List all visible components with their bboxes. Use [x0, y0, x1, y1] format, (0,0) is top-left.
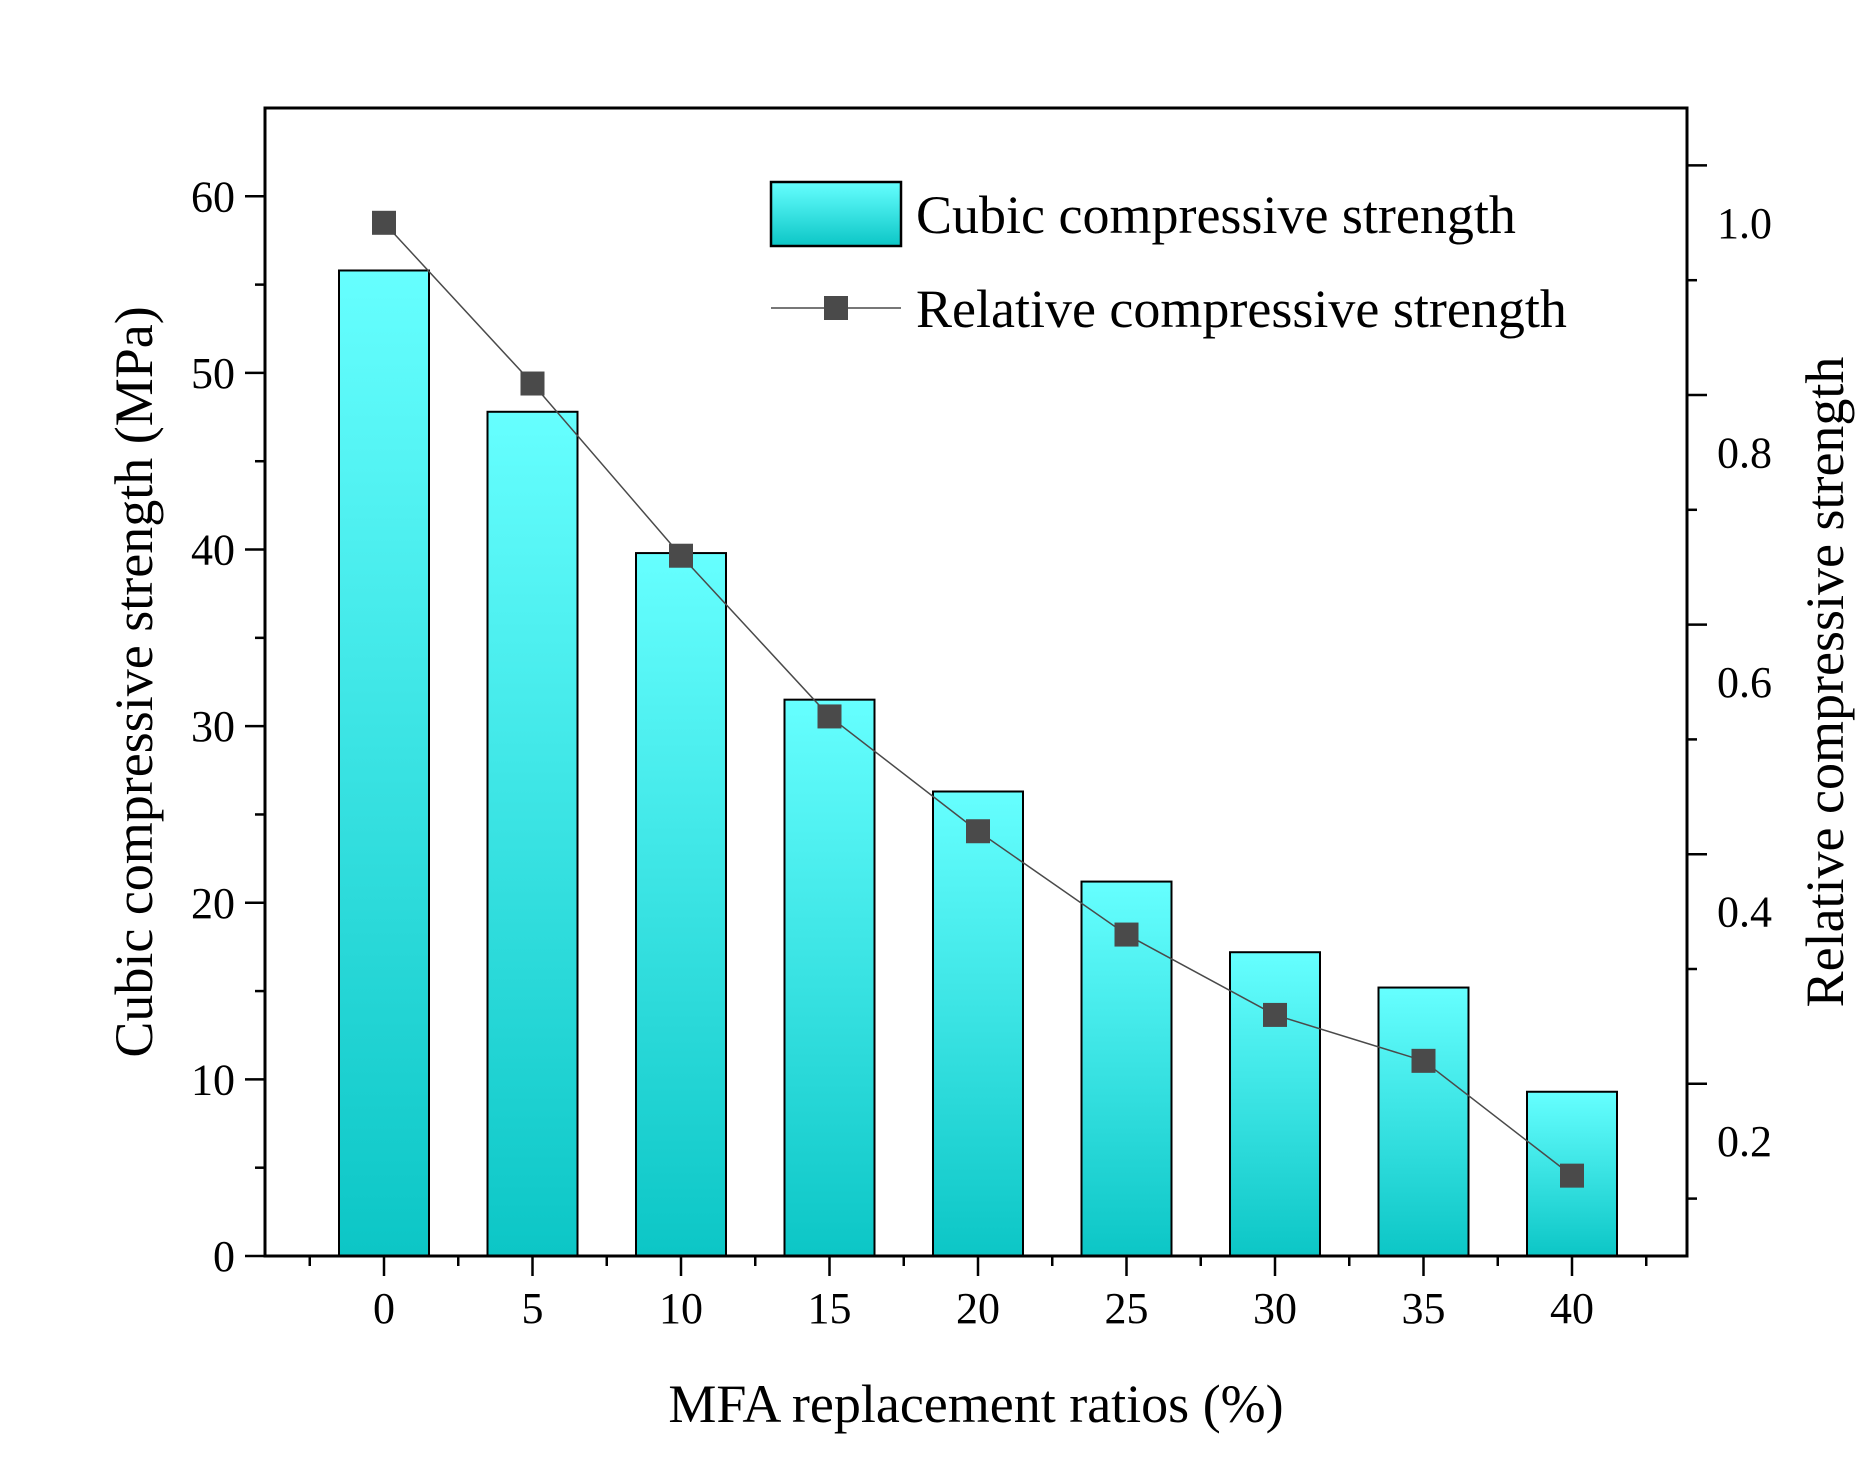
x-axis-title: MFA replacement ratios (%)	[668, 1374, 1283, 1434]
marker-0	[372, 210, 396, 235]
y-tick-label: 0	[213, 1232, 235, 1281]
y-tick-label: 50	[191, 349, 235, 398]
x-tick-label: 40	[1550, 1284, 1594, 1333]
marker-30	[1263, 1002, 1287, 1027]
y2-tick-label: 0.8	[1717, 428, 1772, 477]
y-axis-title: Cubic compressive strength (MPa)	[104, 306, 164, 1057]
y2-tick-label: 1.0	[1717, 199, 1772, 248]
marker-5	[520, 371, 545, 396]
marker-25	[1114, 922, 1139, 947]
x-tick-label: 25	[1105, 1284, 1149, 1333]
y2-tick-label: 0.6	[1717, 658, 1772, 707]
y-tick-label: 30	[191, 702, 235, 751]
x-tick-label: 5	[522, 1284, 544, 1333]
y2-tick-label: 0.4	[1717, 888, 1772, 937]
legend-bar-label: Cubic compressive strength	[916, 185, 1516, 245]
marker-15	[817, 704, 842, 729]
legend: Cubic compressive strength Relative comp…	[769, 180, 1567, 339]
x-tick-label: 10	[659, 1284, 703, 1333]
bar-30	[1229, 951, 1321, 1258]
y2-tick-label: 0.2	[1717, 1117, 1772, 1166]
x-tick-label: 20	[956, 1284, 1000, 1333]
x-tick-label: 30	[1253, 1284, 1297, 1333]
marker-10	[669, 543, 693, 568]
bar-15	[783, 698, 876, 1257]
y-tick-label: 10	[191, 1055, 235, 1104]
legend-line-label: Relative compressive strength	[916, 279, 1567, 339]
y-tick-label: 20	[191, 879, 235, 928]
bar-5	[486, 410, 579, 1258]
x-tick-label: 15	[808, 1284, 852, 1333]
bar-20	[932, 790, 1024, 1257]
y-tick-label: 60	[191, 172, 235, 221]
bar-35	[1377, 986, 1470, 1257]
plot-frame	[263, 106, 1689, 1258]
marker-40	[1560, 1163, 1584, 1188]
x-tick-label: 35	[1402, 1284, 1446, 1333]
bar-0	[338, 269, 430, 1257]
marker-35	[1411, 1048, 1436, 1073]
y-tick-label: 40	[191, 526, 235, 575]
marker-20	[966, 819, 990, 844]
y2-axis-title: Relative compressive strength	[1795, 357, 1855, 1008]
bars-layer	[338, 269, 1618, 1258]
bar-10	[635, 552, 727, 1257]
line-layer	[372, 210, 1584, 1188]
x-tick-label: 0	[373, 1284, 395, 1333]
axes-layer: 0 10 20 30 40 50 60 0.2 0.4 0.6 0.8 1.0 0 5 10 15 20 25 30…	[191, 164, 1772, 1333]
legend-line-marker	[824, 296, 848, 320]
legend-bar-swatch	[769, 180, 903, 248]
